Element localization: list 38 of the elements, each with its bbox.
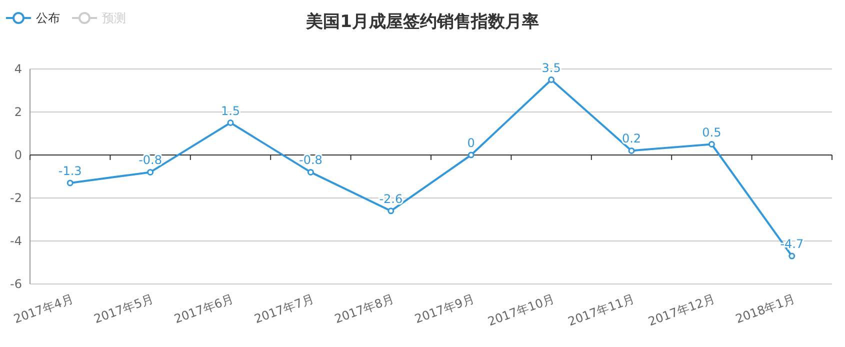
point: [66, 180, 74, 186]
y-tick-label: -2: [10, 191, 22, 205]
point: [468, 152, 474, 158]
data-label: 0.2: [622, 132, 642, 146]
data-label: 0.5: [702, 125, 722, 140]
point: [227, 120, 234, 126]
point: [708, 141, 715, 148]
y-tick-label: 0: [14, 148, 22, 162]
x-tick-label: 2017年11月: [566, 292, 637, 329]
x-tick-label: 2017年5月: [92, 292, 156, 326]
point: [788, 252, 796, 260]
y-tick-label: -6: [10, 277, 22, 291]
y-tick-label: 2: [14, 105, 22, 119]
x-tick-label: 2017年9月: [412, 292, 476, 326]
data-label: 3.5: [542, 60, 561, 75]
chart-title: 美国1月成屋签约销售指数月率: [305, 12, 539, 32]
point: [307, 168, 314, 176]
point: [147, 168, 154, 176]
x-tick-label: 2017年4月: [12, 292, 76, 326]
legend-label: 公布: [36, 11, 60, 25]
data-label: 1.5: [220, 104, 240, 118]
data-label: 0: [467, 136, 475, 150]
data-label: -2.6: [379, 192, 403, 206]
data-label: -1.3: [58, 164, 82, 178]
legend-公布: 公布: [6, 11, 60, 25]
data-label: -0.8: [298, 153, 322, 168]
x-tick-label: 2017年7月: [252, 292, 316, 326]
point: [628, 147, 635, 154]
x-tick-label: 2017年8月: [332, 292, 396, 326]
x-tick-label: 2018年1月: [734, 292, 797, 326]
point: [548, 76, 555, 83]
point: [388, 208, 394, 214]
x-tick-label: 2017年6月: [172, 292, 236, 326]
x-tick-label: 2017年12月: [646, 292, 717, 329]
data-label: -0.8: [138, 153, 162, 168]
x-tick-label: 2017年10月: [486, 292, 556, 329]
y-tick-label: 4: [14, 62, 22, 76]
y-tick-label: -4: [10, 234, 22, 248]
